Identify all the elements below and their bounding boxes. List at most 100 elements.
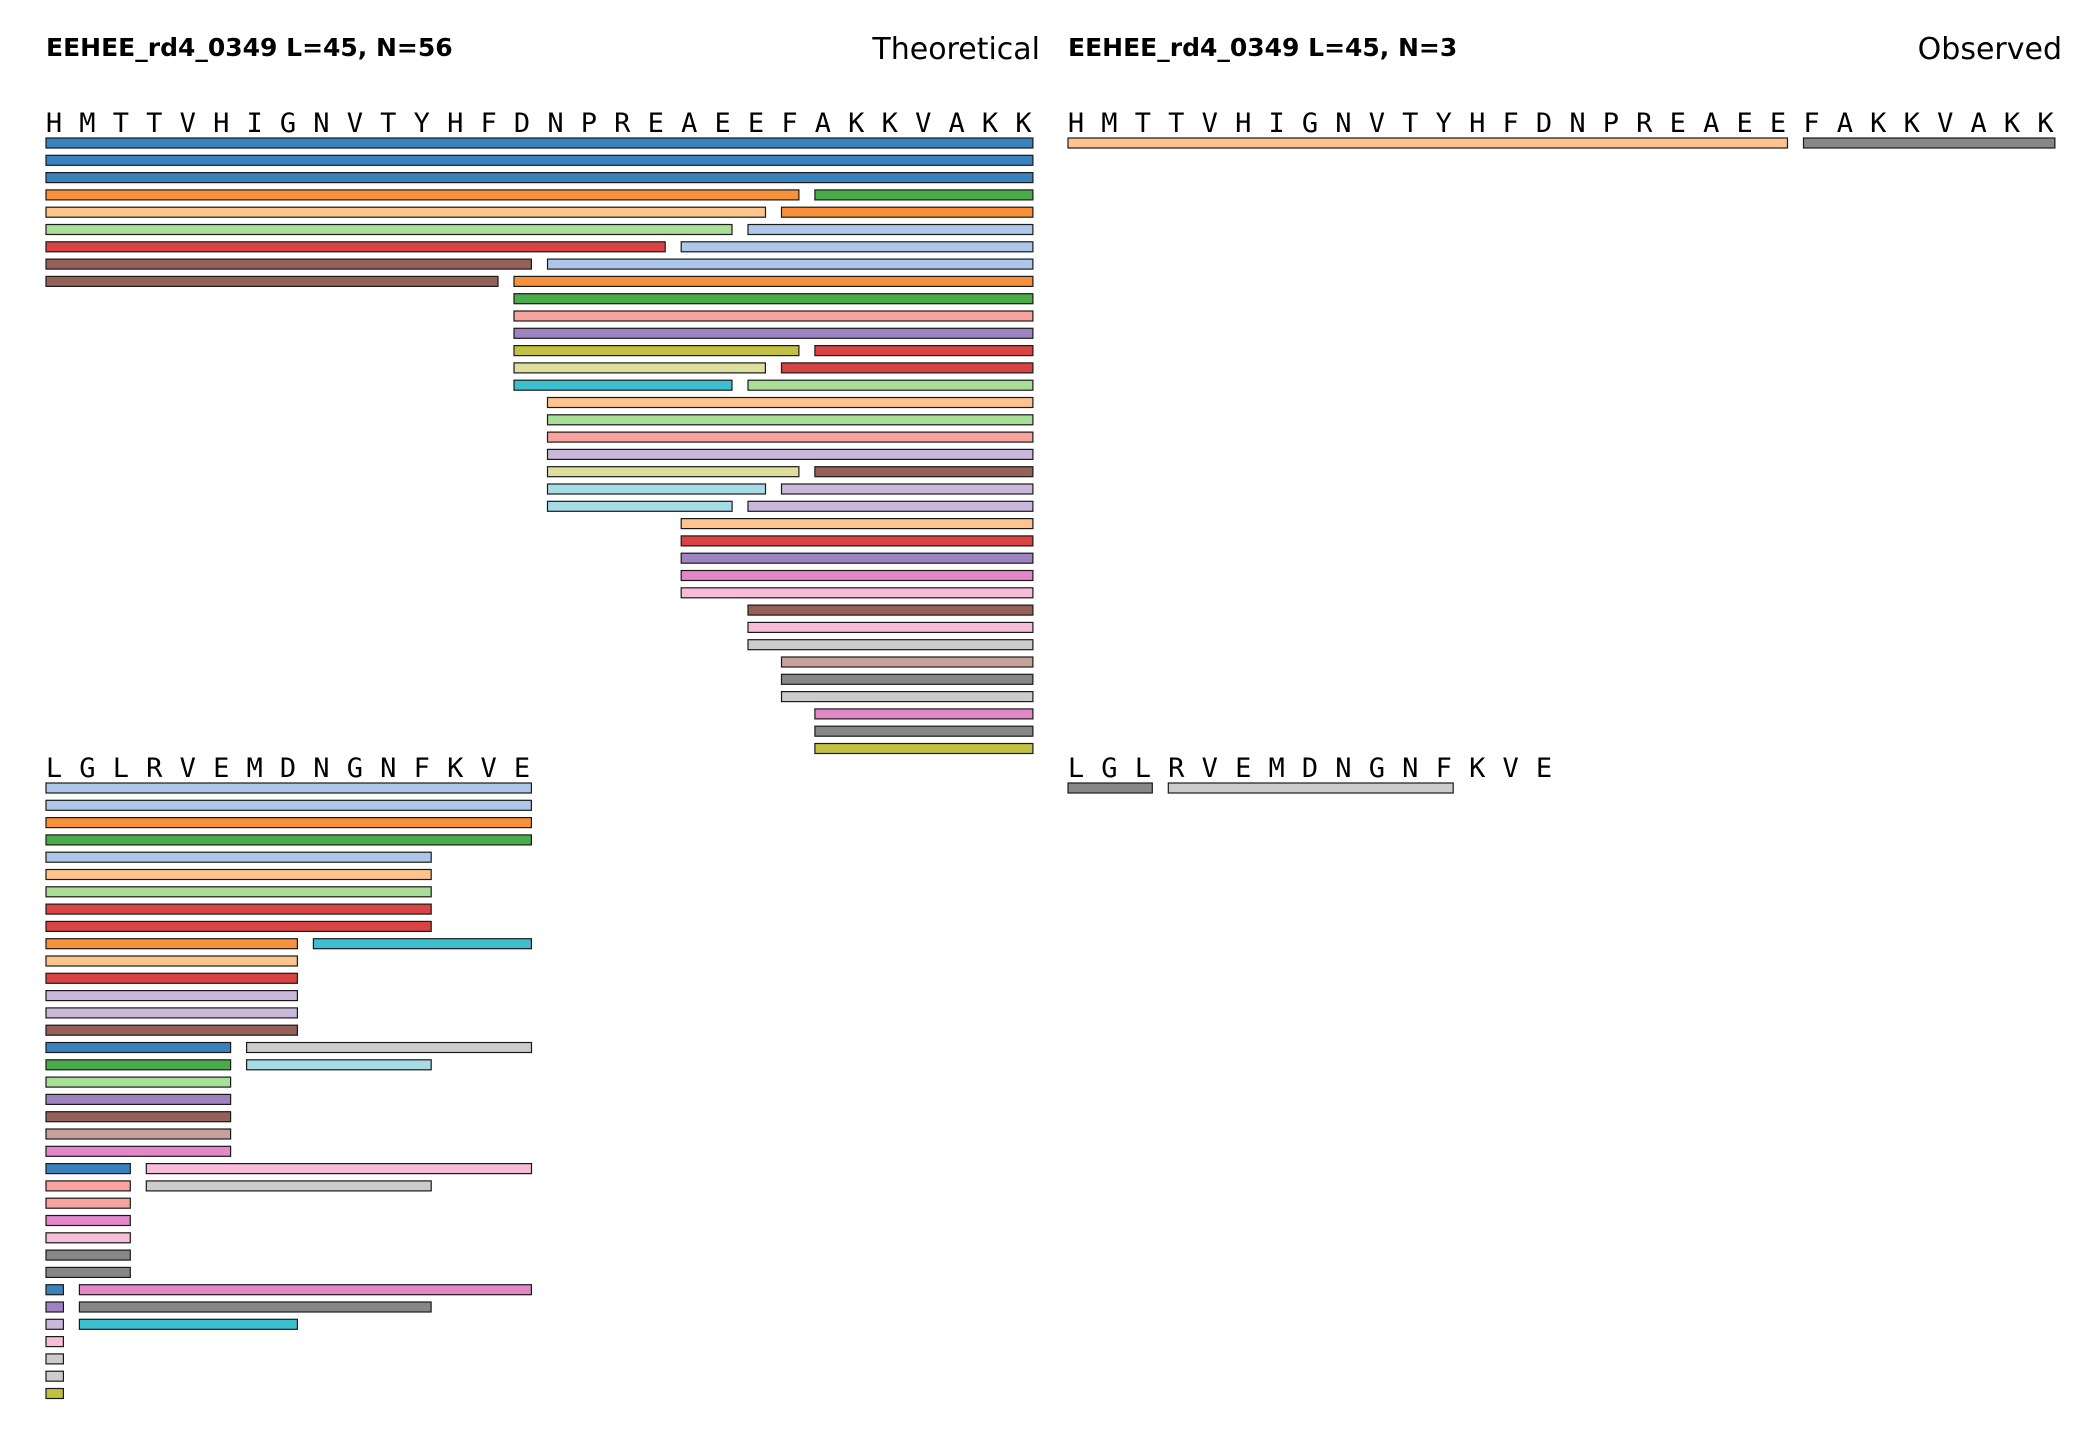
theoretical-residue-label: V [915, 108, 931, 139]
theoretical-fragment-bar [45, 1284, 64, 1296]
theoretical-fragment-bar [45, 1335, 64, 1348]
theoretical-fragment-bar [45, 1059, 232, 1071]
theoretical-fragment-bar [747, 639, 1034, 651]
theoretical-fragment-bar [513, 379, 733, 391]
theoretical-fragment-bar [45, 275, 499, 287]
theoretical-residue-label: Y [414, 108, 430, 139]
observed-residue-label: E [1670, 108, 1686, 139]
theoretical-fragment-bar [45, 1214, 131, 1227]
theoretical-residue-label: T [113, 108, 129, 139]
theoretical-fragment-bar [814, 189, 1034, 201]
observed-panel-title: EEHEE_rd4_0349 L=45, N=3 [1068, 33, 1457, 62]
theoretical-fragment-bar [747, 379, 1034, 391]
theoretical-fragment-bar [78, 1284, 533, 1296]
theoretical-residue-label: T [146, 108, 162, 139]
theoretical-fragment-bar [45, 1318, 64, 1330]
theoretical-fragment-bar [546, 258, 1034, 270]
theoretical-fragment-bar [45, 1266, 131, 1279]
theoretical-fragment-bar [546, 448, 1034, 460]
observed-fragment-bar [1067, 137, 1789, 149]
theoretical-fragment-bar [45, 189, 800, 201]
observed-residue-label: M [1101, 108, 1117, 139]
theoretical-residue-label: N [547, 108, 563, 139]
theoretical-residue-label: G [79, 753, 95, 784]
theoretical-residue-label: E [714, 108, 730, 139]
theoretical-fragment-bar [78, 1318, 299, 1330]
theoretical-fragment-bar [780, 206, 1034, 218]
theoretical-fragment-bar [747, 500, 1034, 512]
theoretical-fragment-bar [680, 552, 1034, 564]
theoretical-fragment-bar [814, 708, 1034, 720]
observed-residue-label: D [1536, 108, 1552, 139]
observed-residue-label: T [1135, 108, 1151, 139]
observed-residue-label: H [1469, 108, 1485, 139]
observed-residue-label: G [1302, 108, 1318, 139]
observed-sequence: H M T T V H I G N V T Y H F D N P R E A E E F A K K V A K KL G L R V E M D N G… [1068, 108, 2055, 784]
theoretical-fragment-bar [747, 604, 1034, 616]
observed-residue-label: K [1469, 753, 1486, 784]
theoretical-residue-label: A [948, 108, 964, 139]
observed-residue-label: F [1436, 753, 1452, 784]
theoretical-fragment-bar [45, 886, 432, 898]
theoretical-fragment-bar [45, 1041, 232, 1054]
theoretical-panel-title: EEHEE_rd4_0349 L=45, N=56 [46, 33, 453, 62]
observed-residue-label: A [1703, 108, 1719, 139]
theoretical-residue-label: V [180, 753, 196, 784]
theoretical-fragment-bar [246, 1059, 432, 1071]
theoretical-fragment-bar [45, 1024, 298, 1036]
theoretical-residue-label: A [681, 108, 697, 139]
theoretical-fragment-bar [45, 972, 298, 984]
theoretical-fragment-bar [45, 989, 298, 1002]
observed-fragment-bar [1167, 782, 1454, 794]
theoretical-fragment-bar [45, 241, 666, 253]
theoretical-residue-label: V [347, 108, 363, 139]
theoretical-fragment-bar [45, 172, 1034, 184]
theoretical-fragment-bar [45, 1180, 131, 1192]
theoretical-residue-label: E [648, 108, 664, 139]
theoretical-fragment-bar [513, 275, 1034, 287]
observed-fragments [1067, 137, 2056, 794]
theoretical-fragment-bar [45, 206, 767, 218]
observed-residue-label: K [2037, 108, 2054, 139]
observed-residue-label: P [1603, 108, 1619, 139]
observed-residue-label: N [1335, 108, 1351, 139]
observed-residue-label: V [1937, 108, 1953, 139]
theoretical-fragment-bar [45, 834, 532, 846]
theoretical-fragment-bar [145, 1162, 533, 1175]
theoretical-fragment-bar [680, 535, 1034, 547]
theoretical-fragment-bar [814, 725, 1034, 737]
theoretical-fragment-bar [780, 673, 1034, 685]
observed-residue-label: V [1202, 108, 1218, 139]
theoretical-fragment-bar [513, 327, 1034, 339]
observed-residue-label: F [1502, 108, 1518, 139]
theoretical-fragment-bar [45, 1111, 232, 1123]
theoretical-fragment-bar [45, 223, 733, 236]
observed-residue-label: L [1135, 753, 1151, 784]
theoretical-sequence: H M T T V H I G N V T Y H F D N P R E A E E F A K K V A K KL G L R V E M D N G… [46, 108, 1033, 784]
theoretical-residue-label: H [213, 108, 229, 139]
theoretical-residue-label: H [447, 108, 463, 139]
theoretical-residue-label: T [380, 108, 396, 139]
theoretical-fragment-bar [45, 1301, 64, 1313]
theoretical-fragment-bar [513, 310, 1034, 322]
observed-fragment-bar [1067, 782, 1153, 794]
theoretical-fragment-bar [45, 816, 532, 829]
theoretical-fragment-bar [45, 1076, 232, 1088]
theoretical-residue-label: A [815, 108, 831, 139]
theoretical-residue-label: E [213, 753, 229, 784]
observed-residue-label: L [1068, 753, 1084, 784]
theoretical-fragment-bar [45, 1145, 232, 1157]
observed-residue-label: K [2004, 108, 2021, 139]
theoretical-fragment-bar [546, 500, 733, 512]
theoretical-fragment-bar [546, 396, 1034, 409]
observed-residue-label: K [1870, 108, 1887, 139]
theoretical-fragment-bar [45, 154, 1034, 166]
theoretical-residue-label: M [79, 108, 95, 139]
observed-residue-label: M [1268, 753, 1284, 784]
observed-residue-label: E [1736, 108, 1752, 139]
theoretical-residue-label: R [614, 108, 631, 139]
theoretical-fragment-bar [145, 1180, 432, 1192]
observed-residue-label: V [1369, 108, 1385, 139]
